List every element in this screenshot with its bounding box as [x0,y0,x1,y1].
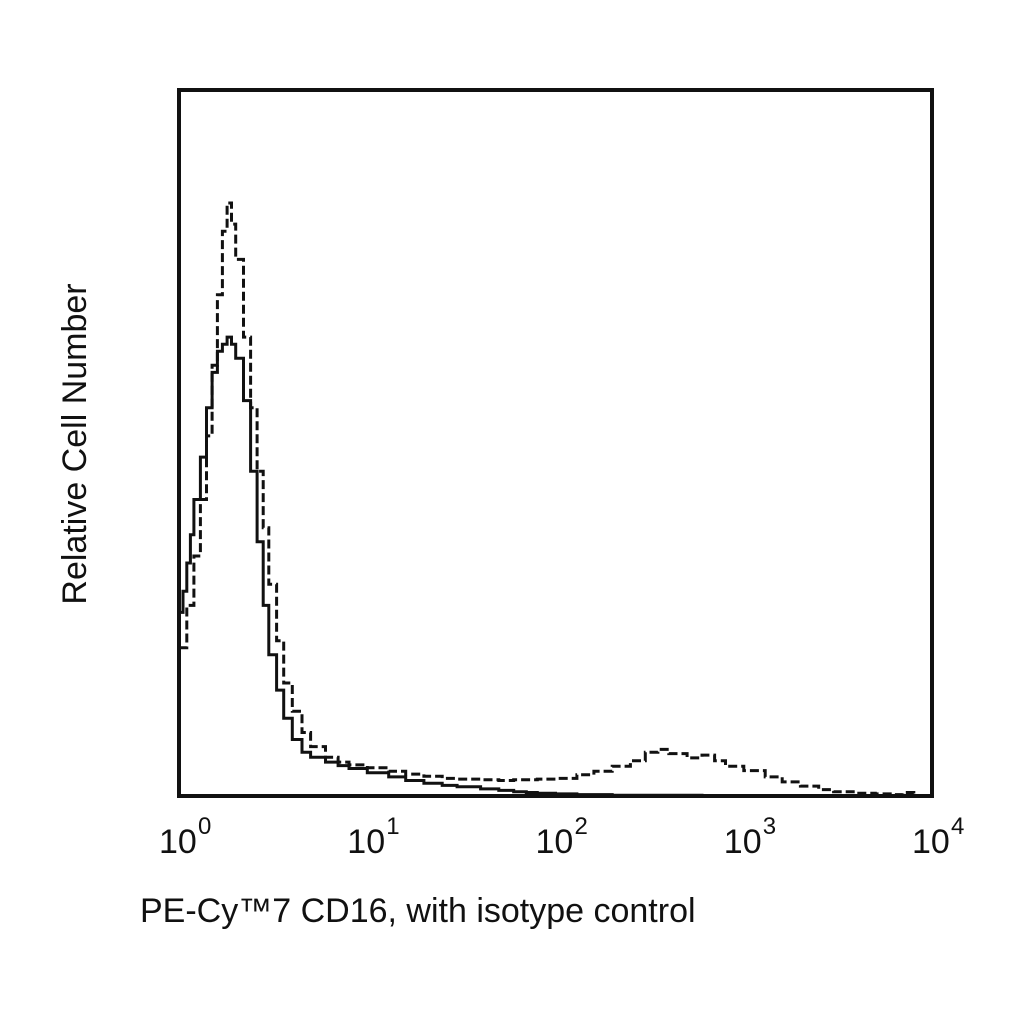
x-tick-base: 10 [536,823,574,861]
x-axis-label: PE-Cy™7 CD16, with isotype control [140,892,696,930]
x-tick-exponent: 0 [198,813,211,840]
x-tick-exponent: 3 [763,813,776,840]
x-tick-exponent: 4 [951,813,964,840]
series-dashed-line [179,201,916,797]
x-tick-label: 10 2 [536,813,588,861]
x-tick-label: 10 4 [912,813,964,861]
x-tick-label: 10 1 [347,813,399,861]
plot-area [177,88,934,798]
x-tick-base: 10 [724,823,762,861]
x-tick-labels: 10 0 10 1 10 2 10 3 10 4 [159,813,964,861]
x-tick-base: 10 [347,823,385,861]
plot-frame [177,88,934,798]
x-tick-exponent: 2 [575,813,588,840]
x-tick-label: 10 0 [159,813,211,861]
x-tick-base: 10 [159,823,197,861]
x-tick-base: 10 [912,823,950,861]
series-layer [179,201,916,798]
y-axis-label: Relative Cell Number [56,283,94,604]
x-tick-exponent: 1 [386,813,399,840]
x-tick-label: 10 3 [724,813,776,861]
series-solid-line [179,335,834,798]
